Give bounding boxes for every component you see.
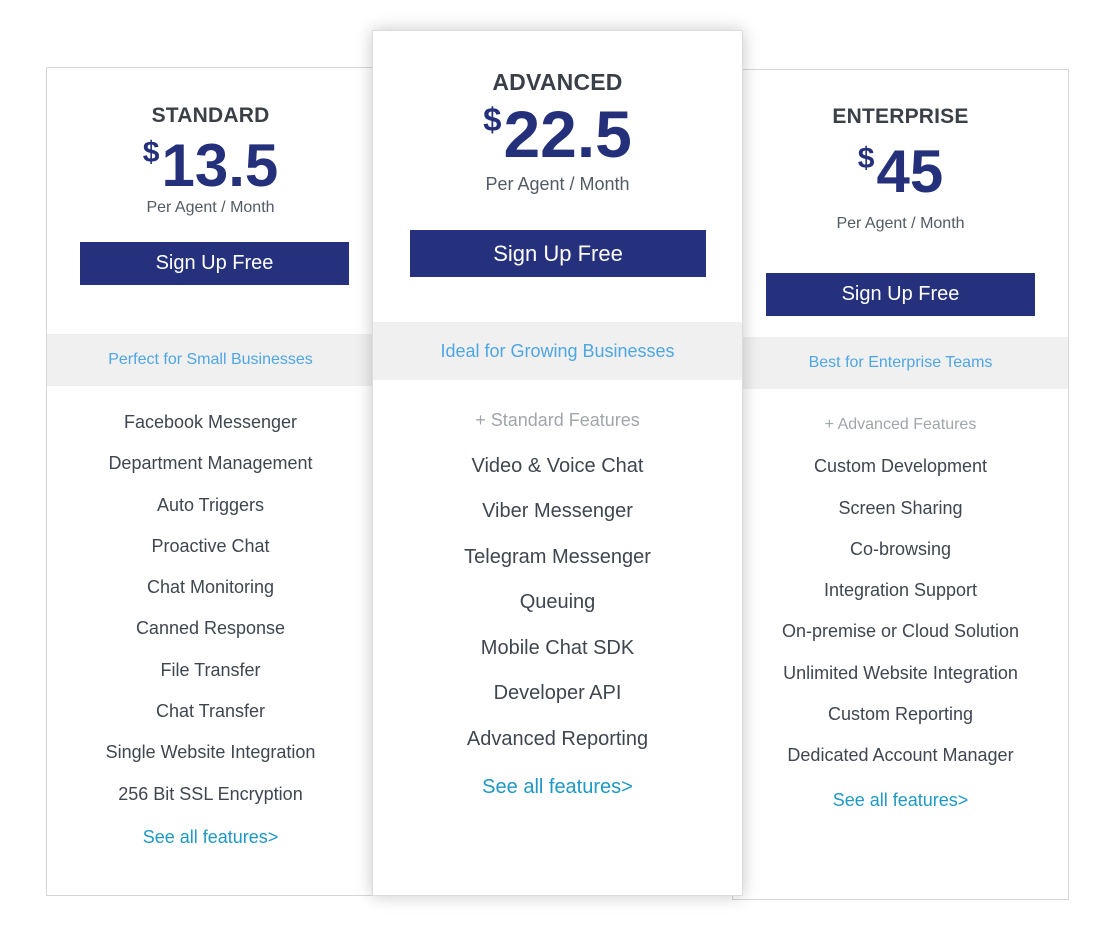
feature-list: Facebook Messenger Department Management…: [47, 408, 374, 821]
plan-price: $22.5: [373, 101, 742, 167]
feature-item: Custom Reporting: [827, 704, 974, 725]
feature-item: Co-browsing: [849, 538, 952, 559]
plan-tagline: Perfect for Small Businesses: [47, 334, 374, 386]
feature-item: Custom Development: [813, 456, 988, 477]
plan-name: STANDARD: [151, 104, 270, 127]
feature-item: Unlimited Website Integration: [783, 662, 1018, 683]
feature-item: Department Management: [108, 453, 313, 474]
plan-tagline: Best for Enterprise Teams: [733, 337, 1068, 389]
feature-item: Single Website Integration: [105, 742, 316, 763]
price-period: Per Agent / Month: [146, 199, 275, 216]
plan-tagline: Ideal for Growing Businesses: [373, 322, 742, 380]
feature-item: Queuing: [519, 591, 596, 613]
sign-up-free-button[interactable]: Sign Up Free: [410, 230, 706, 277]
price-amount: 45: [876, 138, 944, 205]
plan-price: $45: [733, 142, 1068, 202]
pricing-card-standard: STANDARD $13.5 Per Agent / Month Sign Up…: [46, 67, 375, 896]
feature-item: Proactive Chat: [151, 535, 270, 556]
plan-price: $13.5: [47, 136, 374, 196]
feature-item: On-premise or Cloud Solution: [781, 621, 1020, 642]
price-period: Per Agent / Month: [485, 174, 630, 194]
feature-item: File Transfer: [160, 659, 261, 680]
feature-item: Mobile Chat SDK: [480, 636, 635, 659]
sign-up-free-button[interactable]: Sign Up Free: [80, 242, 349, 285]
feature-item: Viber Messenger: [482, 500, 633, 522]
sign-up-free-button[interactable]: Sign Up Free: [766, 273, 1035, 316]
feature-item: Video & Voice Chat: [471, 454, 644, 477]
price-period: Per Agent / Month: [836, 215, 965, 232]
pricing-card-advanced: ADVANCED $22.5 Per Agent / Month Sign Up…: [372, 30, 743, 896]
feature-item: Canned Response: [135, 618, 286, 639]
feature-item: Telegram Messenger: [464, 545, 651, 568]
feature-list: + Standard Features Video & Voice Chat V…: [373, 405, 742, 769]
price-amount: 22.5: [503, 97, 632, 171]
feature-item: Screen Sharing: [838, 497, 963, 518]
price-amount: 13.5: [161, 132, 279, 199]
pricing-card-enterprise: ENTERPRISE $45 Per Agent / Month Sign Up…: [732, 69, 1069, 900]
currency-symbol: $: [142, 136, 160, 169]
currency-symbol: $: [857, 142, 875, 175]
feature-item: Dedicated Account Manager: [787, 745, 1014, 766]
feature-item: 256 Bit SSL Encryption: [118, 783, 303, 804]
feature-item: Integration Support: [823, 580, 978, 601]
currency-symbol: $: [483, 101, 502, 138]
feature-item: Chat Transfer: [155, 701, 266, 722]
feature-item: Auto Triggers: [156, 494, 265, 515]
feature-item-inherited: + Standard Features: [475, 410, 640, 430]
feature-item-inherited: + Advanced Features: [824, 416, 977, 433]
feature-item: Advanced Reporting: [466, 727, 649, 750]
see-all-features-link[interactable]: See all features>: [832, 790, 969, 810]
see-all-features-link[interactable]: See all features>: [142, 827, 279, 847]
plan-name: ENTERPRISE: [832, 105, 969, 128]
feature-item: Chat Monitoring: [146, 577, 275, 598]
plan-name: ADVANCED: [492, 69, 623, 95]
see-all-features-link[interactable]: See all features>: [482, 776, 633, 798]
feature-item: Developer API: [493, 682, 622, 704]
feature-item: Facebook Messenger: [123, 412, 298, 432]
feature-list: + Advanced Features Custom Development S…: [733, 411, 1068, 783]
